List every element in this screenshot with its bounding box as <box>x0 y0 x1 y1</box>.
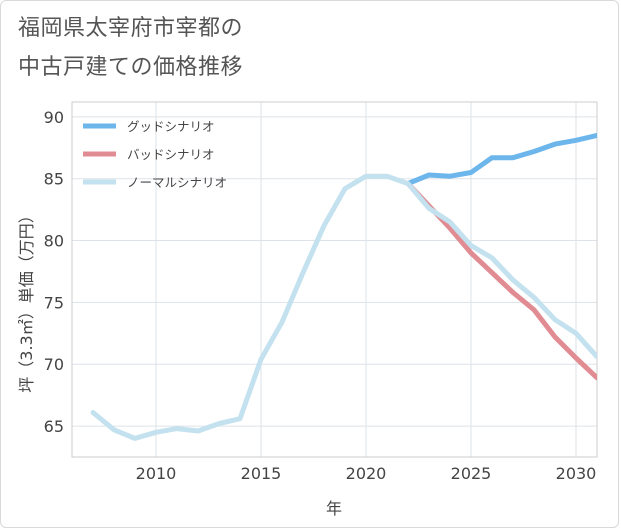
x-tick-label: 2030 <box>556 464 597 483</box>
y-tick-label: 65 <box>44 417 64 436</box>
plot-area <box>71 101 598 458</box>
x-tick-label: 2010 <box>136 464 177 483</box>
legend-label: ノーマルシナリオ <box>127 175 227 190</box>
x-tick-label: 2025 <box>451 464 492 483</box>
chart-title-line-1: 福岡県太宰府市宰都の <box>18 16 244 41</box>
y-tick-label: 85 <box>44 170 64 189</box>
legend-item-good[interactable]: グッドシナリオ <box>83 119 215 134</box>
y-tick-label: 80 <box>44 232 64 251</box>
grid <box>72 102 597 457</box>
chart-title-line-2: 中古戸建ての価格推移 <box>18 55 244 80</box>
legend-item-bad[interactable]: バッドシナリオ <box>83 147 215 162</box>
y-axis-title: 坪（3.3㎡）単価（万円） <box>17 207 36 392</box>
series-lines <box>90 132 597 441</box>
x-tick-label: 2015 <box>241 464 282 483</box>
y-tick-label: 70 <box>44 355 64 374</box>
y-tick-label: 90 <box>44 108 64 127</box>
legend-label: グッドシナリオ <box>127 119 215 134</box>
x-axis-title: 年 <box>326 499 342 518</box>
axis-ticks: 2010 2015 2020 2025 2030 65 70 75 80 85 90 <box>44 108 597 483</box>
legend-item-normal[interactable]: ノーマルシナリオ <box>83 175 227 190</box>
legend-label: バッドシナリオ <box>127 147 215 162</box>
good-scenario-line <box>405 132 597 187</box>
normal-scenario-line <box>90 173 597 441</box>
y-tick-label: 75 <box>44 293 64 312</box>
x-tick-label: 2020 <box>346 464 387 483</box>
